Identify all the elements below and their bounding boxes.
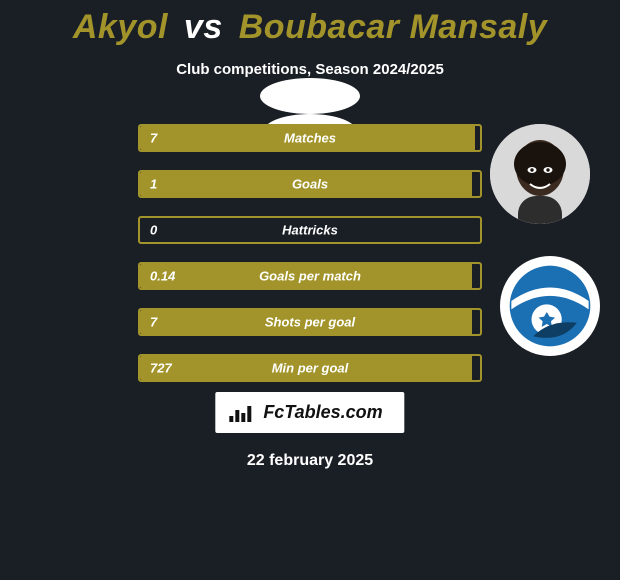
stat-bar-fill [140,172,472,196]
stat-bar-fill [140,264,472,288]
stat-row: 0.14Goals per match [138,262,482,290]
player2-name: Boubacar Mansaly [239,8,547,46]
stat-bar-fill [140,356,472,380]
player2-avatar-svg [490,124,590,224]
player2-club-badge [500,256,600,356]
player1-avatar-placeholder [260,78,360,114]
page-title: Akyol vs Boubacar Mansaly [73,8,547,47]
stat-value: 0.14 [150,269,175,284]
brand-badge: FcTables.com [215,392,404,433]
stat-value: 0 [150,223,157,238]
stat-bar-outline [138,216,482,244]
player2-avatar [490,124,590,224]
stat-row: 7Matches [138,124,482,152]
date-text: 22 february 2025 [0,452,620,470]
stat-value: 7 [150,131,157,146]
stat-value: 1 [150,177,157,192]
stat-row: 7Shots per goal [138,308,482,336]
stat-bar-fill [140,126,475,150]
stat-value: 7 [150,315,157,330]
stat-row: 1Goals [138,170,482,198]
club-badge-svg [508,264,592,348]
subtitle: Club competitions, Season 2024/2025 [176,61,444,78]
stat-bar-fill [140,310,472,334]
stat-row: 0Hattricks [138,216,482,244]
stat-value: 727 [150,361,172,376]
player1-name: Akyol [73,8,168,46]
infographic-root: Akyol vs Boubacar Mansaly Club competiti… [0,0,620,580]
stat-bars: 7Matches 1Goals 0Hattricks 0.14Goals per ma… [138,124,482,382]
stat-row: 727Min per goal [138,354,482,382]
vs-text: vs [184,8,223,46]
